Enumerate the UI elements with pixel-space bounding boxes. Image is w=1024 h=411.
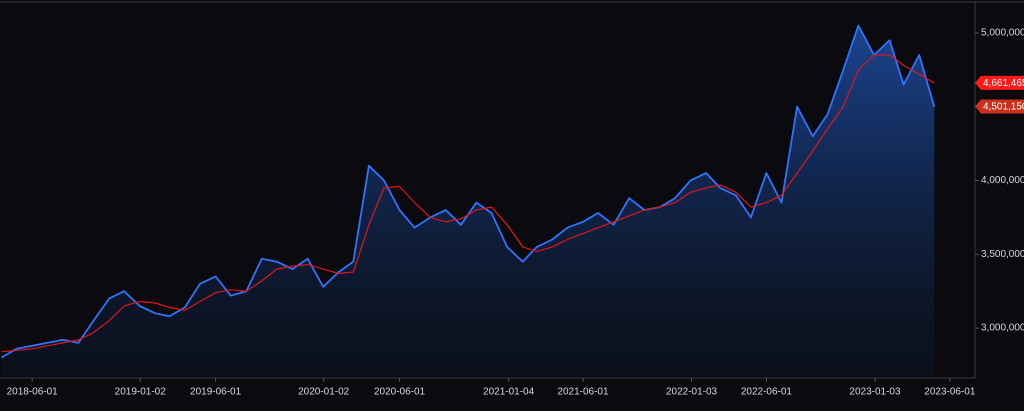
x-tick-label: 2020-01-02 xyxy=(298,387,350,398)
y-tick-label: 4,000,000 xyxy=(981,175,1024,186)
x-tick-label: 2020-06-01 xyxy=(374,387,426,398)
y-tick-label: 3,500,000 xyxy=(981,249,1024,260)
x-tick-label: 2022-01-03 xyxy=(666,387,718,398)
y-tick-label: 3,000,000 xyxy=(981,323,1024,334)
price-tag-label: 4,661,465 xyxy=(983,78,1024,89)
price-tag-label: 4,501,150 xyxy=(983,102,1024,113)
x-tick-label: 2018-06-01 xyxy=(7,387,59,398)
x-tick-label: 2022-06-01 xyxy=(741,387,793,398)
price-tag xyxy=(975,75,1024,90)
series-line xyxy=(1,54,935,353)
x-tick-label: 2021-06-01 xyxy=(557,387,609,398)
x-tick-label: 2019-06-01 xyxy=(190,387,242,398)
price-tag xyxy=(975,99,1024,114)
x-tick-label: 2021-01-04 xyxy=(483,387,535,398)
x-tick-label: 2023-06-01 xyxy=(924,387,976,398)
x-tick-label: 2023-01-03 xyxy=(849,387,901,398)
area-fill xyxy=(1,25,935,378)
x-tick-label: 2019-01-02 xyxy=(115,387,167,398)
series-line xyxy=(1,24,936,359)
y-tick-label: 5,000,000 xyxy=(981,28,1024,39)
